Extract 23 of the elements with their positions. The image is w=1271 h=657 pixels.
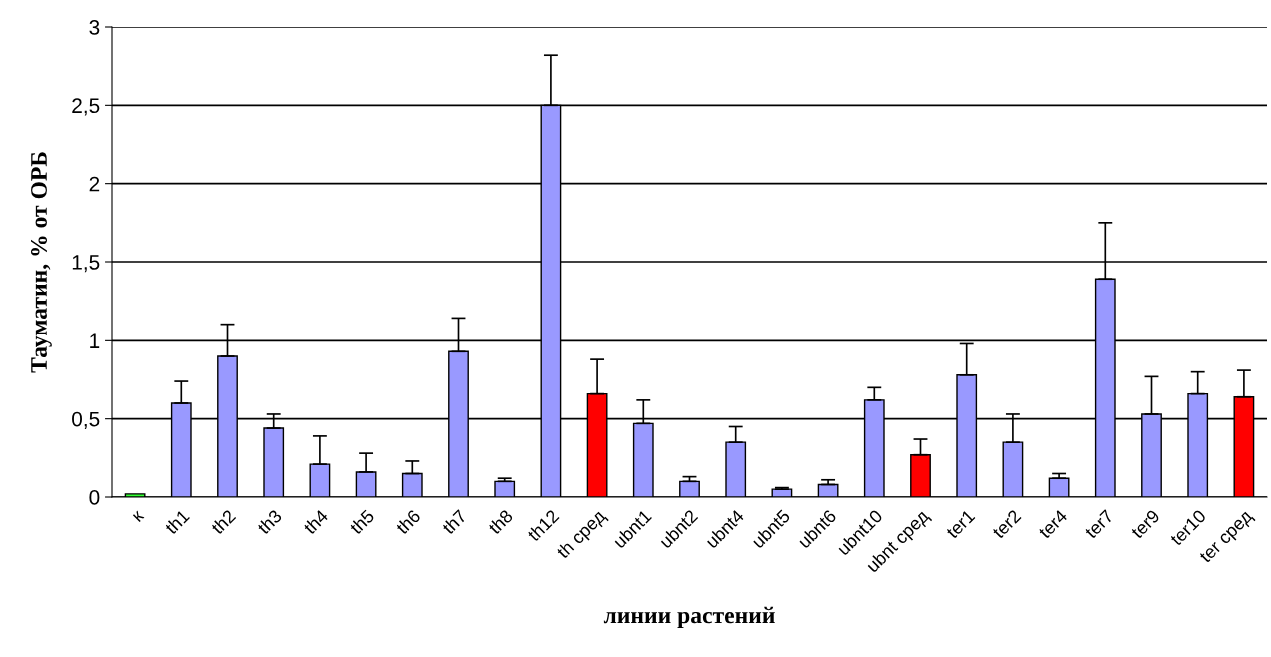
x-tick-label: th3	[256, 508, 283, 536]
y-tick-label: 2	[89, 176, 100, 192]
x-tick-label: к	[132, 510, 145, 523]
x-tick-label: ter2	[991, 509, 1022, 540]
y-tick-label: 3	[89, 20, 100, 35]
x-tick-label: th6	[394, 508, 422, 536]
x-tick-label: ter4	[1037, 508, 1069, 540]
x-tick-label: ter1	[945, 509, 976, 540]
x-tick-label: th1	[163, 508, 191, 536]
y-axis-title: Тауматин, % от ОРБ	[31, 152, 52, 373]
x-axis-title: линии растений	[603, 606, 775, 629]
x-tick-label: th7	[440, 508, 468, 536]
y-tick-label: 0	[89, 490, 100, 505]
x-tick-label: th4	[302, 508, 329, 536]
x-tick-label: th5	[348, 508, 375, 536]
x-tick-label: th8	[487, 508, 514, 536]
y-tick-label: 1	[90, 333, 100, 348]
y-tick-label: 2,5	[72, 98, 100, 116]
x-tick-label: th2	[209, 508, 237, 536]
y-tick-label: 1,5	[72, 255, 100, 273]
y-tick-label: 0,5	[72, 411, 100, 429]
x-tick-label: ter9	[1130, 509, 1161, 540]
x-tick-label: ter7	[1083, 509, 1115, 540]
